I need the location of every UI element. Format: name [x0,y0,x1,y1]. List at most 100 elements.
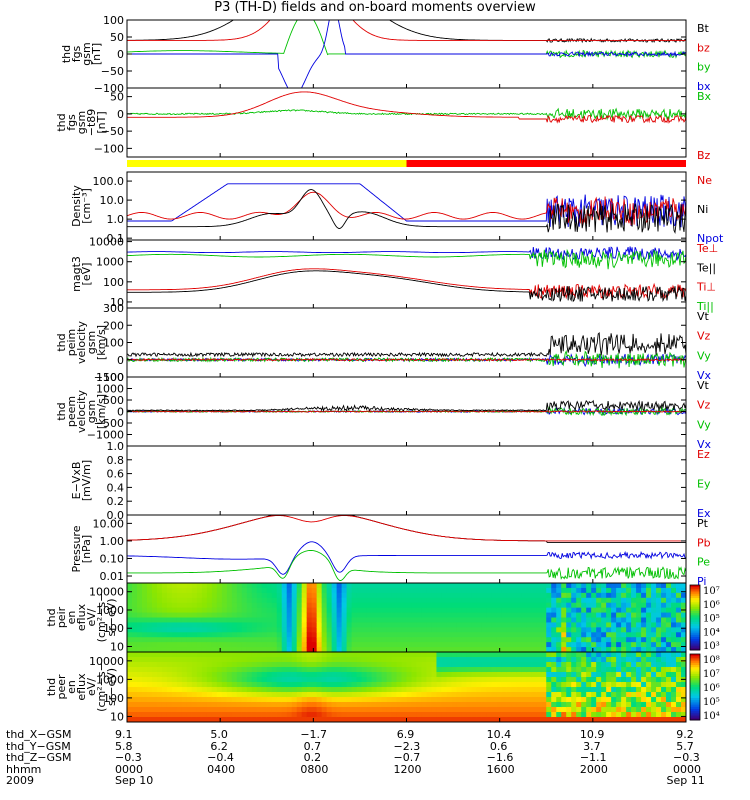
heatmap-cell [651,697,657,703]
heatmap-cell [466,657,472,663]
heatmap-cell [661,662,667,668]
heatmap-cell [521,647,527,652]
heatmap-cell [251,622,258,628]
heatmap-cell [201,677,208,683]
heatmap-cell [141,642,148,648]
heatmap-cell [196,712,203,718]
heatmap-cell [216,642,223,648]
heatmap-cell [656,682,662,688]
heatmap-cell [291,642,298,648]
heatmap-cell [416,682,423,688]
heatmap-cell [436,617,443,624]
heatmap-cell [136,637,143,643]
heatmap-cell [666,662,672,668]
heatmap-cell [536,652,542,658]
heatmap-cell [131,592,138,599]
heatmap-cell [561,632,567,638]
heatmap-cell [506,647,512,652]
heatmap-cell [311,612,318,619]
heatmap-cell [531,647,537,652]
heatmap-cell [416,657,423,663]
heatmap-cell [261,652,268,658]
heatmap-cell [206,583,213,589]
heatmap-cell [426,583,433,589]
heatmap-cell [556,657,562,663]
heatmap-cell [401,682,408,688]
series-pressure-Pe [127,550,686,581]
heatmap-cell [401,597,408,604]
heatmap-cell [281,642,288,648]
heatmap-cell [206,677,213,683]
heatmap-cell [601,712,607,718]
heatmap-cell [191,602,198,609]
heatmap-cell [316,692,323,698]
heatmap-cell [486,652,492,658]
heatmap-cell [166,627,173,633]
ytick-label: −1000 [87,429,124,442]
heatmap-cell [151,667,158,673]
heatmap-cell [306,617,313,624]
heatmap-cell [596,602,602,609]
heatmap-cell [381,647,388,652]
heatmap-cell [506,697,512,703]
heatmap-cell [451,707,458,713]
heatmap-cell [381,587,388,594]
heatmap-cell [246,692,253,698]
heatmap-cell [446,637,453,643]
heatmap-cell [181,712,188,718]
heatmap-cell [356,622,363,628]
heatmap-cell [351,607,358,614]
heatmap-cell [451,672,458,678]
heatmap-cell [616,687,622,693]
heatmap-cell [606,702,612,708]
heatmap-cell [306,622,313,628]
heatmap-cell [451,627,458,633]
heatmap-cell [671,712,677,718]
heatmap-cell [636,657,642,663]
heatmap-cell [676,687,682,693]
heatmap-cell [681,632,686,638]
heatmap-cell [471,707,477,713]
heatmap-cell [241,707,248,713]
heatmap-cell [411,672,418,678]
heatmap-cell [286,682,293,688]
heatmap-cell [681,592,686,599]
heatmap-cell [381,662,388,668]
heatmap-cell [326,617,333,624]
heatmap-cell [411,692,418,698]
heatmap-cell [486,637,492,643]
heatmap-cell [596,672,602,678]
heatmap-cell [361,712,368,718]
heatmap-cell [641,712,647,718]
heatmap-cell [546,657,552,663]
heatmap-cell [196,672,203,678]
heatmap-cell [396,622,403,628]
heatmap-cell [466,692,472,698]
heatmap-cell [336,662,343,668]
heatmap-cell [176,682,183,688]
heatmap-cell [241,677,248,683]
heatmap-cell [291,707,298,713]
heatmap-cell [571,622,577,628]
heatmap-cell [461,597,467,604]
panel-peir-plot [127,583,686,652]
heatmap-cell [131,702,138,708]
heatmap-cell [451,667,458,673]
heatmap-cell [391,677,398,683]
heatmap-cell [221,632,228,638]
heatmap-cell [381,677,388,683]
heatmap-cell [646,667,652,673]
heatmap-cell [236,657,243,663]
heatmap-cell [406,667,413,673]
heatmap-cell [591,607,597,614]
heatmap-cell [171,617,178,624]
heatmap-cell [341,672,348,678]
heatmap-cell [601,587,607,594]
heatmap-cell [506,583,512,589]
heatmap-cell [611,632,617,638]
heatmap-cell [471,622,477,628]
heatmap-cell [521,692,527,698]
heatmap-cell [201,652,208,658]
heatmap-cell [221,637,228,643]
heatmap-cell [551,622,557,628]
